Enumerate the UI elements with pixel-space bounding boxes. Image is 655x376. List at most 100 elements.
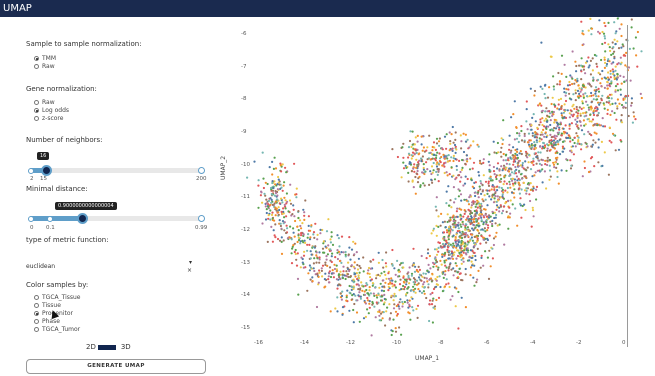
data-point xyxy=(448,263,452,266)
data-point xyxy=(548,112,552,115)
data-point xyxy=(273,180,276,183)
generate-umap-button[interactable]: GENERATE UMAP xyxy=(26,359,206,374)
minimal-distance-slider-handle[interactable] xyxy=(76,213,88,224)
toggle-switch[interactable] xyxy=(97,344,116,350)
neighbors-label: Number of neighbors: xyxy=(26,136,103,144)
data-point xyxy=(515,137,519,140)
data-point xyxy=(588,170,591,174)
data-point xyxy=(447,246,450,249)
data-point xyxy=(500,155,503,158)
data-point xyxy=(419,279,422,282)
data-point xyxy=(532,113,535,116)
data-point xyxy=(510,157,513,160)
data-point xyxy=(462,132,465,135)
umap-plot-area[interactable] xyxy=(222,0,655,376)
data-point xyxy=(607,101,610,104)
data-point xyxy=(274,167,278,170)
data-point xyxy=(581,65,584,68)
radio-progenitor[interactable]: Progenitor xyxy=(34,310,73,317)
data-point xyxy=(493,216,496,220)
data-point xyxy=(429,170,432,173)
data-point xyxy=(265,198,268,201)
data-point xyxy=(413,283,416,286)
data-point xyxy=(401,146,404,149)
data-point xyxy=(553,134,556,137)
radio-raw-sample[interactable]: Raw xyxy=(34,63,55,70)
data-point xyxy=(466,226,469,229)
data-point xyxy=(563,147,566,150)
data-point xyxy=(551,146,555,149)
data-point xyxy=(403,300,406,304)
data-point xyxy=(512,146,515,149)
umap-scatter-plot[interactable] xyxy=(222,0,655,376)
data-point xyxy=(560,54,564,57)
data-point xyxy=(536,157,539,160)
radio-tgca-tumor[interactable]: TGCA_Tumor xyxy=(34,326,80,333)
data-point xyxy=(513,178,516,181)
chevron-down-icon[interactable]: ▾ xyxy=(188,259,192,266)
radio-raw-gene[interactable]: Raw xyxy=(34,99,55,106)
data-point xyxy=(300,256,303,259)
data-point xyxy=(421,275,424,278)
data-point xyxy=(577,84,580,87)
clear-icon[interactable]: × xyxy=(186,267,192,274)
data-point xyxy=(303,239,306,242)
data-point xyxy=(561,140,565,143)
data-point xyxy=(536,141,539,144)
data-point xyxy=(588,95,592,98)
data-point xyxy=(595,88,598,92)
data-point xyxy=(595,132,598,135)
data-point xyxy=(369,260,372,263)
data-point xyxy=(470,215,473,218)
data-point xyxy=(501,188,504,191)
radio-tmm[interactable]: TMM xyxy=(34,55,56,62)
neighbors-slider-handle[interactable] xyxy=(40,165,52,176)
data-point xyxy=(485,241,488,244)
data-point xyxy=(377,273,380,276)
minimal-distance-slider-track[interactable] xyxy=(29,216,201,221)
data-point xyxy=(267,214,270,217)
data-point xyxy=(530,225,533,228)
data-point xyxy=(331,252,334,255)
data-point xyxy=(435,298,438,302)
data-point xyxy=(517,160,520,163)
data-point xyxy=(306,289,309,292)
data-point xyxy=(526,141,529,144)
data-point xyxy=(508,180,511,183)
radio-log-odds[interactable]: Log odds xyxy=(34,107,69,114)
data-point xyxy=(295,264,299,267)
data-point xyxy=(415,269,418,272)
data-point xyxy=(546,120,549,123)
radio-dot xyxy=(34,295,39,300)
data-point xyxy=(349,258,352,261)
data-point xyxy=(557,143,560,146)
data-point xyxy=(552,88,556,91)
data-point xyxy=(483,194,486,197)
data-point xyxy=(611,102,614,105)
data-point xyxy=(283,216,286,219)
radio-phase[interactable]: Phase xyxy=(34,318,60,325)
data-point xyxy=(612,72,615,76)
data-point xyxy=(472,229,475,232)
data-point xyxy=(488,164,491,167)
data-point xyxy=(487,277,491,280)
radio-tgca-tissue[interactable]: TGCA_Tissue xyxy=(34,294,81,301)
radio-tissue[interactable]: Tissue xyxy=(34,302,61,309)
data-point xyxy=(489,220,492,223)
data-point xyxy=(480,254,483,257)
data-point xyxy=(609,113,612,116)
radio-z-score[interactable]: z-score xyxy=(34,115,63,122)
data-point xyxy=(603,35,606,38)
data-point xyxy=(406,299,409,302)
metric-select[interactable]: euclidean ▾ × xyxy=(26,259,196,274)
data-point xyxy=(304,241,307,244)
data-point xyxy=(473,215,476,218)
data-point xyxy=(640,96,643,100)
data-point xyxy=(260,190,263,193)
data-point xyxy=(542,141,545,144)
data-point xyxy=(327,218,330,221)
neighbors-slider-track[interactable] xyxy=(29,168,201,173)
data-point xyxy=(468,146,471,149)
data-point xyxy=(582,93,585,96)
dimension-toggle[interactable]: 2D 3D xyxy=(86,343,131,351)
